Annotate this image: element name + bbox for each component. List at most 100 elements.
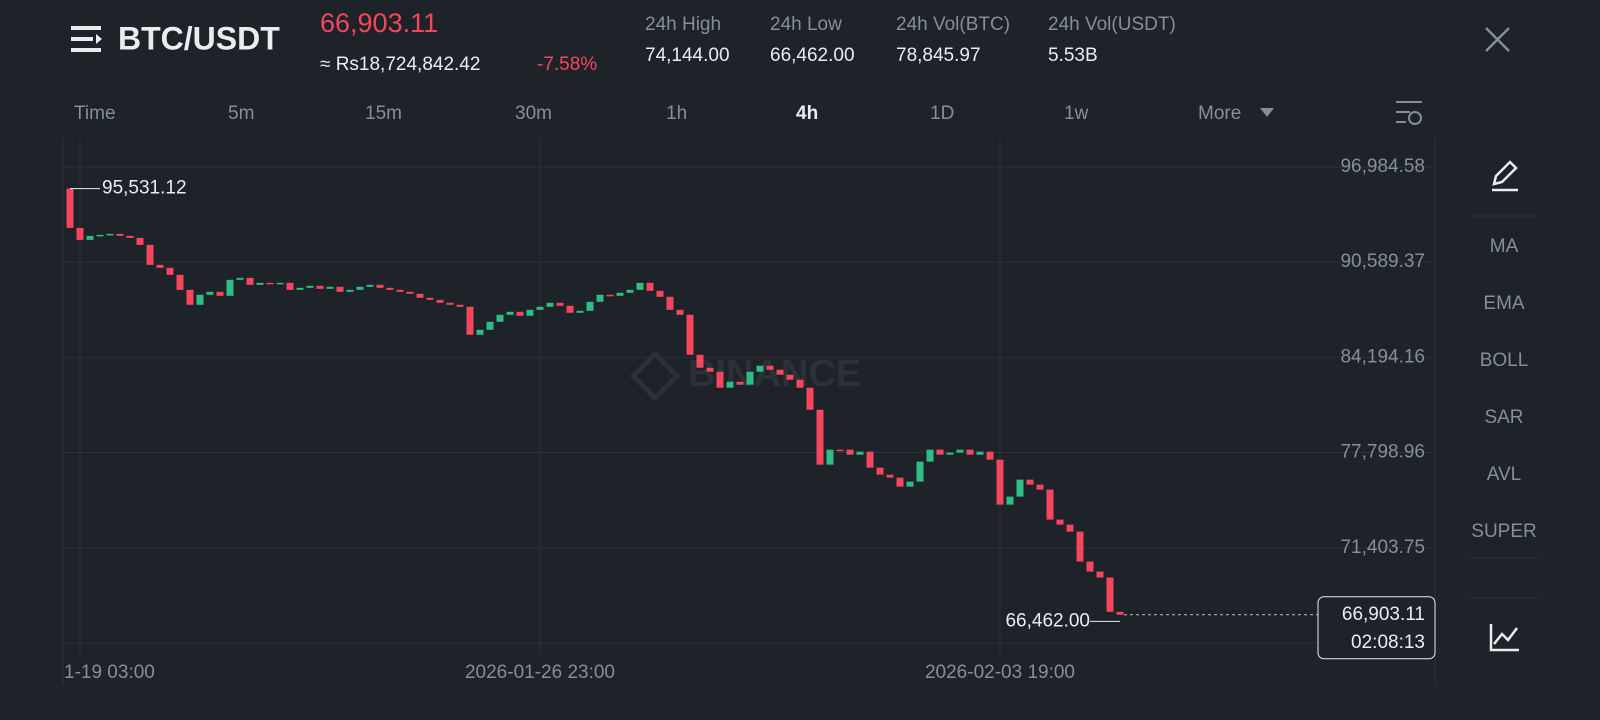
candle-body [576, 310, 584, 313]
candle-body [616, 292, 624, 296]
candle-body [766, 365, 774, 370]
candle-body [746, 371, 754, 385]
candle-body [886, 474, 894, 478]
candle-body [236, 277, 244, 280]
candle-body [926, 449, 934, 462]
timeframe-tab[interactable]: Time [74, 103, 116, 124]
fiat-price: ≈ Rs18,724,842.42 [320, 54, 480, 75]
candle-body [276, 282, 284, 285]
timeframe-tab[interactable]: 30m [515, 103, 552, 124]
candle-body [106, 233, 114, 236]
candle-body [206, 291, 214, 295]
stat-label: 24h High [645, 14, 721, 35]
settings-icon[interactable] [1396, 101, 1422, 125]
candle-body [676, 309, 684, 315]
candle-body [826, 449, 834, 465]
candle-body [376, 284, 384, 288]
candle-body [416, 293, 424, 298]
candle-body [646, 282, 654, 291]
menu-bar [71, 48, 101, 52]
candle-body [956, 449, 964, 453]
candle-body [306, 285, 314, 288]
candle-body [1076, 531, 1084, 562]
menu-bar [71, 26, 101, 30]
dropdown-arrow [1260, 108, 1274, 117]
pair-title[interactable]: BTC/USDT [118, 20, 280, 56]
chart-icon[interactable] [1489, 624, 1519, 652]
icon-stroke [1489, 624, 1519, 652]
candle-body [696, 354, 704, 368]
watermark: BINANCE [688, 353, 861, 395]
candle-body [526, 309, 534, 316]
timeframe-tab[interactable]: 15m [365, 103, 402, 124]
menu-icon[interactable] [71, 26, 102, 52]
indicator-tab[interactable]: SUPER [1471, 521, 1536, 542]
pencil-icon[interactable] [1492, 160, 1518, 192]
stat-label: 24h Vol(USDT) [1048, 14, 1176, 35]
timeframe-tab[interactable]: 1w [1064, 103, 1089, 124]
low-label: 66,462.00 [1005, 610, 1090, 631]
candle-body [446, 302, 454, 305]
candle-body [976, 451, 984, 455]
candle-body [426, 297, 434, 300]
candle-body [1106, 577, 1114, 612]
high-label: 95,531.12 [102, 178, 187, 199]
candle-body [606, 294, 614, 297]
candle-body [796, 379, 804, 388]
price-change: -7.58% [537, 54, 597, 75]
y-tick-label: 71,403.75 [1340, 537, 1425, 558]
menu-arrow [96, 34, 102, 44]
last-price-label: 66,903.11 [1342, 604, 1425, 625]
candle-body [736, 381, 744, 385]
candle-body [186, 289, 194, 305]
timeframe-tab[interactable]: 1D [930, 103, 954, 124]
candle-body [476, 329, 484, 335]
indicator-tab[interactable]: AVL [1487, 464, 1522, 485]
candle-body [486, 321, 494, 330]
x-tick-label: 2026-02-03 19:00 [925, 662, 1075, 683]
candle-body [1026, 479, 1034, 485]
y-tick-label: 90,589.37 [1340, 251, 1425, 272]
candle-body [566, 305, 574, 313]
candle-body [786, 374, 794, 380]
candle-body [1086, 561, 1094, 572]
indicator-tab[interactable]: SAR [1484, 407, 1523, 428]
candle-body [1046, 489, 1054, 520]
candle-body [536, 306, 544, 310]
indicator-tab[interactable]: BOLL [1480, 350, 1529, 371]
candle-body [966, 449, 974, 455]
stat-value: 78,845.97 [896, 45, 981, 66]
indicator-tab[interactable]: MA [1490, 236, 1519, 257]
candle-body [436, 299, 444, 303]
candle-body [176, 274, 184, 290]
candle-body [806, 387, 814, 410]
y-tick-label: 84,194.16 [1340, 346, 1425, 367]
timeframe-tab[interactable]: 1h [666, 103, 687, 124]
candle-body [86, 235, 94, 240]
candle-body [336, 286, 344, 292]
candle-body [876, 467, 884, 475]
timeframe-tab[interactable]: More [1198, 103, 1241, 124]
icon-stroke [1408, 111, 1422, 125]
candle-body [146, 244, 154, 265]
stat-label: 24h Vol(BTC) [896, 14, 1010, 35]
menu-bar [71, 37, 93, 41]
close-button[interactable] [1485, 27, 1510, 52]
candle-body [66, 188, 74, 228]
candle-body [516, 311, 524, 316]
stat-value: 66,462.00 [770, 45, 855, 66]
candle-body [756, 365, 764, 372]
candle-body [266, 282, 274, 285]
candle-body [456, 304, 464, 307]
candle-body [366, 284, 374, 287]
indicator-tab[interactable]: EMA [1483, 293, 1525, 314]
x-tick-label: 2026-01-26 23:00 [465, 662, 615, 683]
timeframe-tab[interactable]: 5m [228, 103, 254, 124]
candle-body [636, 282, 644, 290]
candle-body [686, 314, 694, 355]
timeframe-tab[interactable]: 4h [796, 103, 818, 124]
last-price-box [1317, 596, 1436, 660]
candle-body [946, 452, 954, 455]
